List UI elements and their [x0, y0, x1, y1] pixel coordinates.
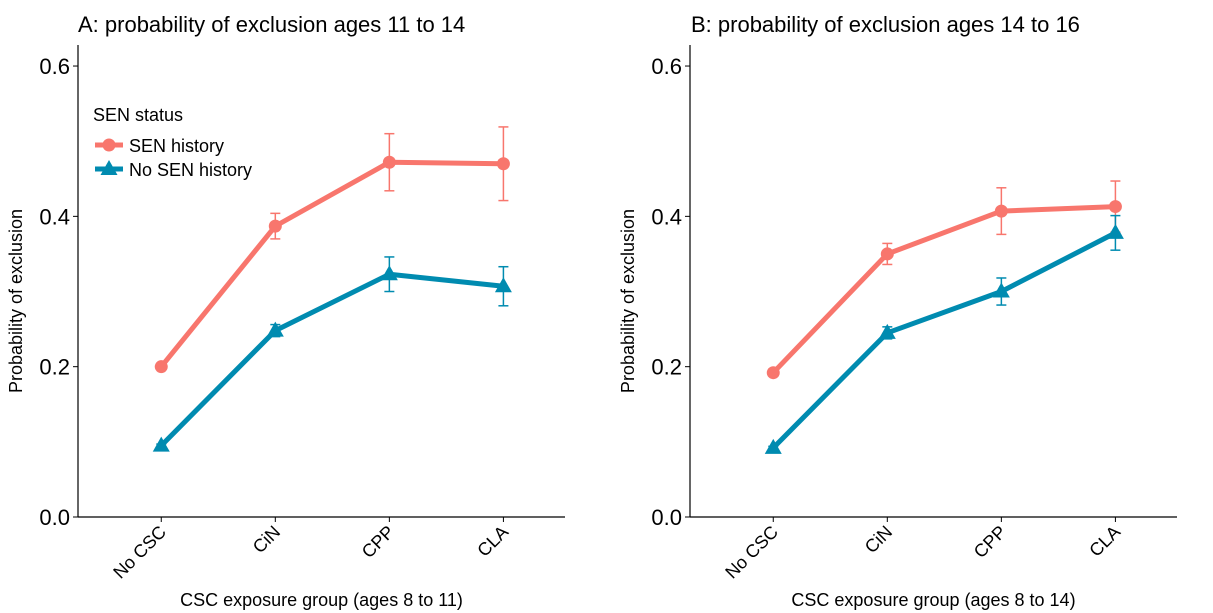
x-tick-label: No CSC: [109, 522, 170, 583]
data-point: [880, 247, 894, 261]
data-point: [154, 360, 168, 374]
data-point: [380, 265, 398, 281]
y-tick-label: 0.0: [651, 505, 682, 530]
x-tick-label: CiN: [861, 522, 896, 557]
data-point: [382, 155, 396, 169]
y-tick-label: 0.4: [39, 204, 70, 229]
legend: SEN status SEN history No SEN history: [93, 105, 252, 180]
series-no-sen-history: [764, 214, 1124, 454]
y-tick-label: 0.0: [39, 505, 70, 530]
x-axis-label: CSC exposure group (ages 8 to 14): [791, 590, 1075, 610]
legend-entry-label: No SEN history: [129, 160, 252, 180]
x-axis-label: CSC exposure group (ages 8 to 11): [180, 590, 463, 610]
y-tick-label: 0.2: [651, 355, 682, 380]
y-tick-label: 0.6: [39, 54, 70, 79]
y-axis-label: Probability of exclusion: [618, 209, 638, 393]
data-point: [496, 157, 510, 171]
series-line: [159, 271, 504, 448]
data-point: [1108, 200, 1122, 214]
x-tick-label: CPP: [970, 522, 1010, 562]
x-tick-label: No CSC: [721, 522, 782, 583]
legend-swatch-marker: [100, 160, 118, 175]
series-line: [159, 159, 504, 369]
series-line: [771, 230, 1117, 450]
series-no-sen-history: [152, 256, 512, 452]
data-point: [152, 436, 170, 452]
y-axis-label: Probability of exclusion: [6, 209, 26, 393]
data-point: [992, 282, 1010, 298]
data-point: [994, 204, 1008, 218]
data-point: [1106, 223, 1124, 239]
x-tick-label: CPP: [358, 522, 398, 562]
legend-entry-label: SEN history: [129, 136, 224, 156]
data-point: [766, 366, 780, 380]
x-tick-label: CiN: [249, 522, 284, 557]
data-point: [764, 438, 782, 454]
y-tick-label: 0.4: [651, 204, 682, 229]
data-point: [878, 323, 896, 339]
chart-panel-a: A: probability of exclusion ages 11 to 1…: [6, 12, 565, 610]
data-point: [266, 321, 284, 337]
y-tick-label: 0.2: [39, 355, 70, 380]
series-sen-history: [766, 180, 1122, 380]
data-point: [494, 277, 512, 293]
y-tick-label: 0.6: [651, 54, 682, 79]
series-sen-history: [154, 126, 510, 374]
legend-swatch-marker: [102, 138, 116, 152]
x-tick-label: CLA: [473, 522, 512, 561]
chart-title: A: probability of exclusion ages 11 to 1…: [78, 12, 465, 37]
legend-title: SEN status: [93, 105, 183, 125]
chart-title: B: probability of exclusion ages 14 to 1…: [691, 12, 1080, 37]
chart-panel-b: B: probability of exclusion ages 14 to 1…: [618, 12, 1177, 610]
series-line: [771, 204, 1116, 375]
data-point: [268, 219, 282, 233]
x-tick-label: CLA: [1085, 522, 1124, 561]
